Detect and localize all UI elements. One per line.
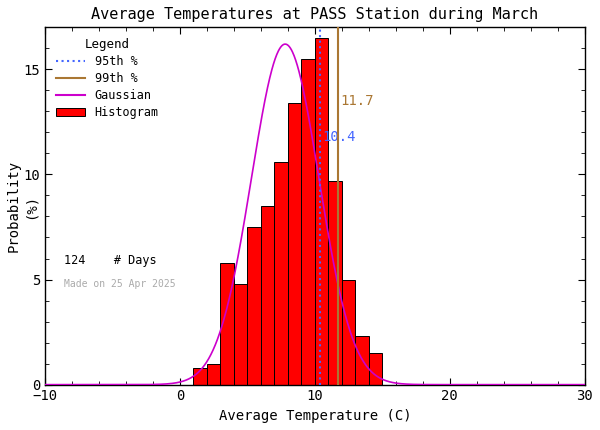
Bar	[207, 364, 220, 385]
Legend: 95th %, 99th %, Gaussian, Histogram: 95th %, 99th %, Gaussian, Histogram	[51, 33, 163, 124]
Bar	[315, 38, 328, 385]
Bar	[288, 103, 301, 385]
Bar	[301, 59, 315, 385]
Bar	[328, 181, 342, 385]
Bar	[369, 353, 382, 385]
Bar	[261, 206, 274, 385]
Bar	[234, 284, 247, 385]
Bar	[342, 280, 355, 385]
Bar	[247, 227, 261, 385]
Bar	[193, 368, 207, 385]
X-axis label: Average Temperature (C): Average Temperature (C)	[218, 409, 411, 423]
Text: 124    # Days: 124 # Days	[64, 254, 157, 267]
Bar	[274, 162, 288, 385]
Title: Average Temperatures at PASS Station during March: Average Temperatures at PASS Station dur…	[91, 7, 538, 22]
Bar	[220, 263, 234, 385]
Bar	[355, 336, 369, 385]
Y-axis label: Probability
(%): Probability (%)	[7, 160, 37, 252]
Text: Made on 25 Apr 2025: Made on 25 Apr 2025	[64, 279, 176, 289]
Text: 10.4: 10.4	[322, 129, 356, 144]
Text: 11.7: 11.7	[340, 94, 373, 108]
